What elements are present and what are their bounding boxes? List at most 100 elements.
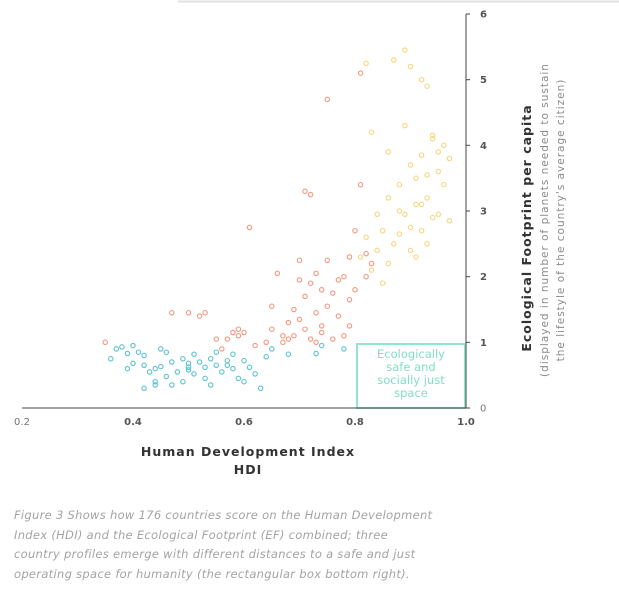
- caption-line: country profiles emerge with different d…: [14, 547, 416, 561]
- yellow-data-point: [407, 247, 414, 254]
- safe-space-label-line: Ecologically: [377, 347, 445, 361]
- blue-data-point: [119, 344, 125, 350]
- blue-data-point: [285, 351, 292, 357]
- orange-data-point: [346, 323, 353, 329]
- safe-space-label: Ecologically safe and socially just spac…: [357, 348, 465, 400]
- safe-space-label-line: safe and: [386, 360, 436, 374]
- orange-data-point: [196, 313, 203, 319]
- blue-data-point: [313, 350, 319, 357]
- blue-data-point: [135, 349, 142, 355]
- yellow-data-point: [391, 241, 397, 247]
- blue-data-point: [246, 364, 253, 371]
- orange-data-point: [246, 224, 253, 231]
- orange-data-point: [296, 316, 303, 323]
- y-tick-label: 5: [480, 75, 487, 86]
- orange-data-point: [235, 326, 242, 332]
- blue-data-point: [213, 349, 220, 355]
- yellow-data-point: [424, 195, 430, 201]
- orange-data-point: [269, 303, 275, 309]
- orange-data-point: [280, 333, 286, 339]
- blue-data-point: [224, 362, 231, 369]
- blue-data-point: [269, 346, 275, 352]
- yellow-data-point: [363, 60, 369, 67]
- yellow-data-point: [429, 136, 436, 142]
- orange-data-point: [280, 339, 286, 346]
- yellow-data-point: [446, 155, 453, 162]
- orange-data-point: [357, 181, 364, 188]
- yellow-data-point: [396, 181, 403, 188]
- yellow-data-point: [441, 181, 447, 188]
- blue-data-point: [219, 369, 225, 375]
- orange-data-point: [269, 326, 275, 332]
- orange-data-point: [285, 336, 292, 342]
- blue-data-point: [141, 352, 147, 359]
- x-tick-label: 1.0: [457, 417, 475, 428]
- orange-data-point: [307, 191, 314, 198]
- x-tick-label: 0.2: [14, 417, 30, 428]
- orange-data-point: [318, 329, 325, 336]
- blue-data-point: [196, 359, 203, 365]
- blue-data-point: [113, 346, 120, 352]
- orange-data-point: [285, 319, 292, 326]
- blue-data-point: [224, 357, 231, 364]
- yellow-data-point: [363, 234, 369, 241]
- yellow-data-point: [429, 214, 436, 221]
- safe-space-box: [356, 343, 466, 409]
- blue-data-point: [141, 362, 147, 369]
- yellow-data-point: [407, 162, 414, 168]
- figure-caption: Figure 3 Shows how 176 countries score o…: [14, 506, 494, 584]
- yellow-data-point: [385, 195, 392, 201]
- blue-data-point: [174, 369, 181, 375]
- caption-line: Index (HDI) and the Ecological Footprint…: [14, 527, 389, 542]
- orange-data-point: [185, 310, 192, 316]
- yellow-data-point: [379, 280, 386, 286]
- x-tick-label: 0.8: [346, 417, 364, 428]
- orange-data-point: [318, 323, 325, 329]
- orange-data-point: [363, 250, 369, 257]
- blue-data-point: [124, 350, 131, 357]
- blue-data-point: [180, 356, 186, 362]
- orange-data-point: [169, 310, 175, 316]
- yellow-data-point: [391, 57, 397, 63]
- yellow-data-point: [407, 224, 414, 231]
- yellow-data-point: [385, 260, 392, 267]
- x-axis-subtitle: HDI: [233, 462, 263, 477]
- orange-data-point: [307, 336, 314, 342]
- blue-data-point: [185, 367, 192, 373]
- blue-data-point: [146, 369, 153, 375]
- safe-space-label-line: space: [394, 386, 428, 400]
- y-tick-label: 3: [480, 207, 487, 218]
- orange-data-point: [291, 306, 297, 313]
- orange-data-point: [318, 287, 325, 293]
- blue-data-point: [252, 371, 258, 377]
- y-tick-label: 0: [480, 404, 486, 415]
- blue-data-point: [263, 354, 269, 360]
- blue-data-point: [163, 373, 170, 380]
- orange-data-point: [263, 339, 269, 346]
- blue-data-point: [341, 346, 347, 352]
- blue-data-point: [152, 365, 158, 372]
- safe-space-label-line: socially just: [377, 373, 445, 387]
- orange-data-point: [346, 254, 353, 260]
- orange-data-point: [274, 270, 281, 277]
- yellow-data-point: [368, 267, 375, 273]
- y-tick-label: 2: [480, 272, 487, 283]
- orange-data-point: [252, 342, 258, 349]
- orange-data-point: [102, 339, 108, 346]
- yellow-data-point: [429, 132, 436, 139]
- orange-data-point: [302, 293, 308, 300]
- orange-data-point: [357, 70, 364, 76]
- blue-data-point: [191, 371, 197, 377]
- orange-data-point: [324, 96, 331, 103]
- yellow-data-point: [435, 211, 442, 218]
- orange-data-point: [307, 280, 314, 286]
- blue-data-point: [230, 365, 236, 372]
- orange-data-point: [313, 339, 319, 346]
- orange-data-point: [335, 277, 342, 283]
- orange-data-point: [302, 188, 308, 195]
- blue-data-point: [152, 378, 158, 385]
- orange-data-point: [335, 313, 342, 319]
- yellow-data-point: [441, 142, 447, 149]
- orange-data-point: [368, 260, 375, 267]
- caption-line: operating space for humanity (the rectan…: [14, 566, 410, 581]
